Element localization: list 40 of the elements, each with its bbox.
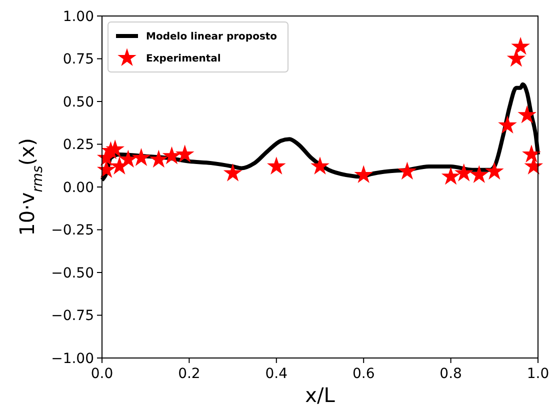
x-tick-label: 0.2 — [178, 366, 200, 382]
point — [498, 116, 517, 134]
point — [354, 165, 374, 184]
x-tick-label: 0.6 — [352, 366, 375, 382]
y-tick-label: 0.25 — [62, 137, 94, 154]
point — [518, 105, 537, 124]
point — [223, 163, 242, 182]
point — [110, 156, 129, 174]
point — [310, 156, 330, 174]
x-axis-title: x/L — [305, 383, 336, 407]
y-tick-label: −0.75 — [51, 308, 94, 324]
x-tick-label: 1.0 — [526, 366, 550, 382]
legend-label: Experimental — [146, 54, 221, 64]
point — [96, 160, 116, 178]
point — [398, 162, 417, 180]
y-tick-label: −1.00 — [51, 350, 94, 367]
y-tick-label: 1.00 — [62, 8, 94, 25]
x-tick-label: 0.8 — [440, 366, 462, 382]
point — [162, 146, 182, 164]
point — [441, 166, 460, 185]
legend-label: Modelo linear proposto — [146, 32, 278, 42]
y-tick-label: −0.50 — [51, 265, 94, 282]
point — [132, 148, 151, 166]
point — [266, 156, 286, 174]
point — [522, 144, 541, 163]
y-tick-label: 0.50 — [62, 94, 94, 110]
y-tick-label: 0.75 — [62, 52, 94, 68]
point — [506, 48, 526, 67]
point — [470, 165, 489, 184]
y-tick-label: 0.00 — [62, 180, 94, 196]
x-tick-label: 0.4 — [265, 366, 288, 382]
point — [454, 163, 474, 182]
y-tick-label: −0.25 — [51, 222, 94, 239]
x-tick-label: 0.0 — [90, 366, 114, 382]
point — [149, 150, 168, 168]
point — [511, 36, 530, 55]
point — [118, 150, 138, 168]
point — [175, 144, 194, 163]
point — [106, 139, 124, 158]
point — [484, 162, 504, 180]
